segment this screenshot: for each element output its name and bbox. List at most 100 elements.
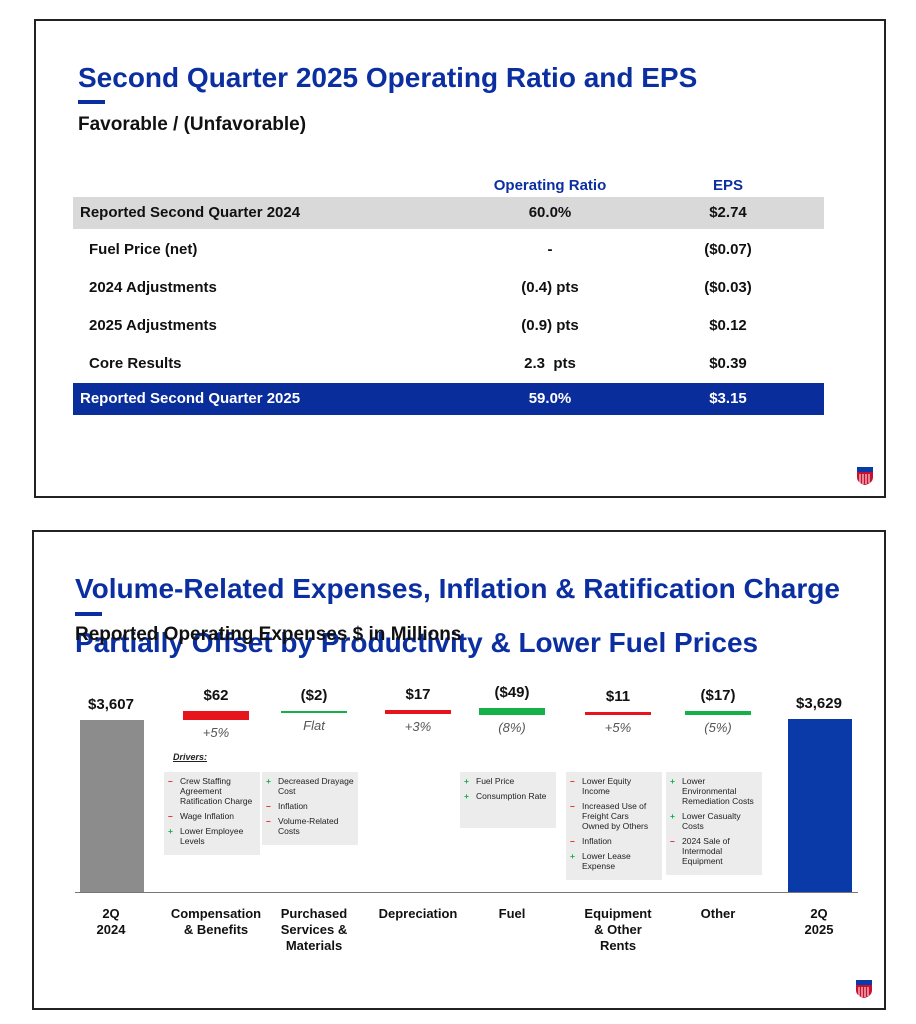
driver-text: Inflation: [582, 836, 612, 846]
change-label: (5%): [704, 719, 732, 735]
title-line: Volume-Related Expenses, Inflation & Rat…: [75, 573, 840, 604]
driver-item: – Volume-Related Costs: [266, 816, 354, 836]
change-bar: [281, 711, 347, 713]
change-bar: [685, 711, 751, 715]
change-bar: [385, 710, 451, 714]
row-label: 2025 Adjustments: [89, 317, 217, 334]
row-label: Core Results: [89, 355, 182, 372]
change-label: (8%): [498, 720, 526, 736]
cell-value: (0.9) pts: [521, 317, 579, 334]
total-bar: [80, 720, 144, 892]
slide-subtitle: Favorable / (Unfavorable): [78, 114, 307, 135]
drivers-box: – Lower Equity Income – Increased Use of Fr…: [566, 772, 662, 880]
driver-sign: +: [266, 776, 271, 786]
driver-text: 2024 Sale of Intermodal Equipment: [682, 836, 730, 866]
slide-2: [32, 530, 886, 1010]
driver-sign: –: [168, 776, 173, 786]
cell-value: 59.0%: [528, 390, 572, 407]
driver-text: Lower Lease Expense: [582, 851, 631, 871]
cell-value: $0.39: [709, 355, 747, 372]
driver-text: Inflation: [278, 801, 308, 811]
cell-value: 60.0%: [528, 204, 572, 221]
drivers-title: Drivers:: [173, 752, 208, 762]
driver-text: Lower Employee Levels: [180, 826, 244, 846]
category-label: 2Q 2025: [804, 906, 834, 937]
value-label: $17: [405, 686, 431, 704]
value-label: ($17): [700, 687, 736, 705]
category-label: Depreciation: [378, 906, 458, 921]
driver-text: Fuel Price: [476, 776, 515, 786]
value-label: $11: [605, 688, 631, 706]
change-label: +3%: [404, 718, 432, 734]
row-band: [73, 197, 824, 229]
driver-item: – Inflation: [266, 801, 354, 811]
driver-item: – Increased Use of Freight Cars Owned by …: [570, 801, 658, 831]
row-label: Reported Second Quarter 2025: [80, 390, 301, 407]
category-label: Other: [700, 906, 736, 921]
row-label: 2024 Adjustments: [89, 279, 217, 296]
driver-text: Lower Equity Income: [582, 776, 632, 796]
driver-sign: –: [570, 836, 575, 846]
change-bar: [479, 707, 545, 716]
title-rule: [75, 612, 102, 616]
baseline: [75, 892, 858, 893]
driver-sign: +: [464, 776, 469, 786]
cell-value: 2.3 pts: [524, 355, 576, 372]
change-bar: [585, 712, 651, 716]
driver-text: Lower Casualty Costs: [682, 811, 741, 831]
cell-value: -: [547, 241, 553, 258]
category-label: Fuel: [498, 906, 526, 921]
drivers-box: + Fuel Price + Consumption Rate: [460, 772, 556, 828]
slide-1: [34, 19, 886, 498]
driver-sign: +: [670, 776, 675, 786]
driver-item: + Lower Lease Expense: [570, 851, 658, 871]
driver-item: – Crew Staffing Agreement Ratification Ch…: [168, 776, 256, 806]
row-label: Reported Second Quarter 2024: [80, 204, 301, 221]
driver-sign: +: [670, 811, 675, 821]
driver-item: + Lower Environmental Remediation Costs: [670, 776, 758, 806]
change-label: +5%: [604, 720, 632, 736]
slide-subtitle: Reported Operating Expenses $ in Million…: [75, 624, 462, 645]
driver-sign: –: [266, 816, 271, 826]
driver-item: + Fuel Price: [464, 776, 552, 786]
change-label: +5%: [202, 724, 230, 740]
driver-item: – Inflation: [570, 836, 658, 846]
row-label: Fuel Price (net): [89, 241, 198, 258]
cell-value: $2.74: [709, 204, 747, 221]
driver-sign: –: [570, 776, 575, 786]
category-label: 2Q 2024: [96, 906, 126, 937]
driver-text: Wage Inflation: [180, 811, 235, 821]
driver-item: – Lower Equity Income: [570, 776, 658, 796]
category-label: Equipment & Other Rents: [584, 906, 652, 953]
drivers-box: – Crew Staffing Agreement Ratification Ch…: [164, 772, 260, 855]
driver-item: + Lower Casualty Costs: [670, 811, 758, 831]
slide-title: Second Quarter 2025 Operating Ratio and …: [78, 62, 698, 93]
driver-text: Consumption Rate: [476, 791, 547, 801]
cell-value: ($0.03): [704, 279, 752, 296]
cell-value: $3.15: [709, 390, 747, 407]
category-label: Compensation & Benefits: [170, 906, 262, 937]
driver-item: + Lower Employee Levels: [168, 826, 256, 846]
driver-sign: –: [670, 836, 675, 846]
driver-sign: +: [464, 791, 469, 801]
title-line: Partially Offset by Productivity & Lower…: [75, 627, 759, 658]
value-label: ($49): [494, 683, 530, 701]
change-bar: [183, 710, 249, 720]
driver-text: Lower Environmental Remediation Costs: [682, 776, 754, 806]
driver-sign: –: [266, 801, 271, 811]
logo: [856, 980, 872, 998]
value-label: $62: [203, 686, 229, 704]
row-band: [73, 383, 824, 415]
change-label: Flat: [303, 717, 325, 733]
drivers-box: + Lower Environmental Remediation Costs + L…: [666, 772, 762, 875]
logo: [857, 467, 873, 485]
driver-item: – Wage Inflation: [168, 811, 256, 821]
title-rule: [78, 100, 105, 104]
driver-item: –2024 Sale of Intermodal Equipment: [670, 836, 758, 866]
slide-title: Volume-Related Expenses, Inflation & Rat…: [75, 548, 840, 683]
column-header: EPS: [712, 177, 743, 194]
value-label: $3,629: [796, 695, 842, 712]
column-header: Operating Ratio: [493, 177, 607, 194]
category-label: Purchased Services & Materials: [280, 906, 348, 953]
